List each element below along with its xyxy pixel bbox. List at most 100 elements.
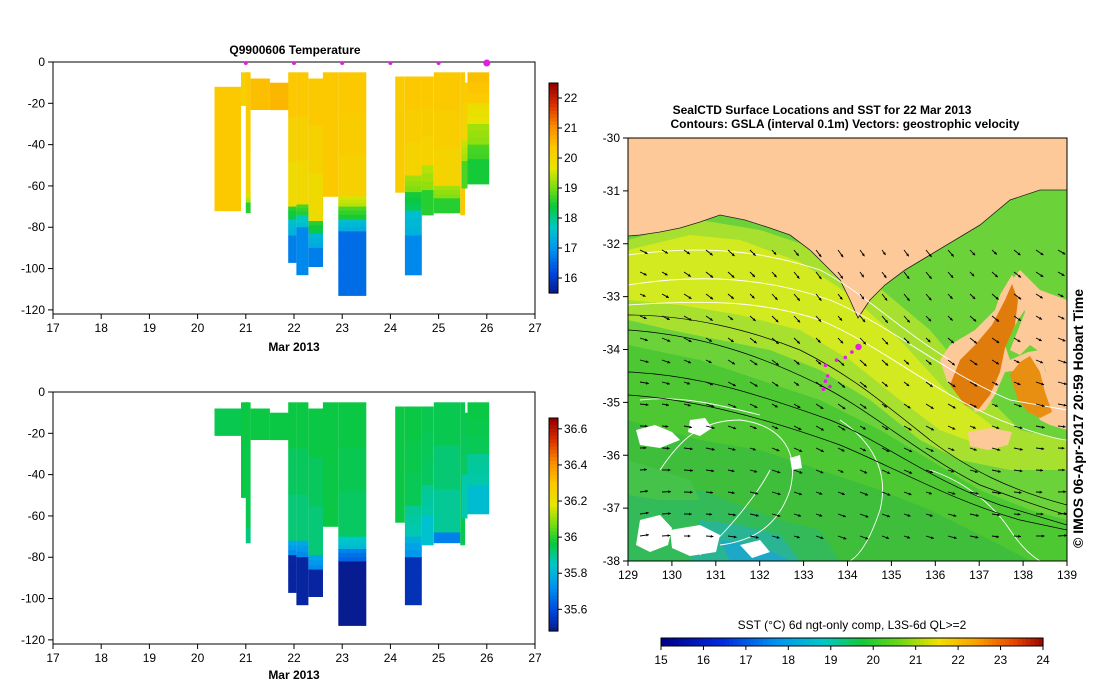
sst-colorbar-swatch: [924, 638, 929, 646]
colorbar-tick-label: 36.4: [564, 458, 588, 472]
sst-colorbar-swatch: [911, 638, 917, 646]
colorbar-swatch: [549, 478, 558, 483]
velocity-arrowhead: [731, 469, 735, 473]
colorbar-swatch: [549, 216, 558, 221]
colorbar-swatch: [549, 481, 558, 486]
velocity-arrowhead: [666, 403, 669, 407]
velocity-arrowhead: [928, 318, 931, 322]
x-tick-label: 24: [384, 321, 398, 335]
velocity-arrowhead: [972, 426, 976, 429]
profile-cell: [404, 142, 422, 177]
velocity-arrowhead: [951, 469, 955, 473]
velocity-arrowhead: [818, 254, 822, 257]
profile-cell: [322, 402, 339, 445]
colorbar-swatch: [549, 174, 558, 179]
sst-colorbar-swatch: [949, 638, 955, 646]
profile-cell: [338, 210, 367, 216]
x-tick-label: 18: [95, 321, 109, 335]
velocity-arrowhead: [865, 514, 869, 518]
colorbar-swatch: [549, 83, 558, 88]
profile-cell: [338, 491, 367, 538]
colorbar-swatch: [549, 592, 558, 597]
colorbar-swatch: [549, 226, 558, 231]
velocity-arrowhead: [1041, 447, 1045, 451]
velocity-arrowhead: [909, 449, 913, 453]
velocity-arrowhead: [861, 296, 865, 300]
velocity-arrowhead: [1063, 403, 1067, 407]
profile-cell: [433, 72, 461, 111]
velocity-arrowhead: [754, 469, 758, 473]
velocity-arrowhead: [730, 317, 733, 320]
velocity-arrowhead: [1041, 425, 1045, 429]
velocity-arrowhead: [974, 470, 978, 473]
map-y-tick-label: -35: [603, 395, 621, 409]
sst-colorbar-swatch: [779, 638, 785, 646]
profile-cell: [308, 238, 323, 244]
profile-cell: [308, 254, 323, 261]
velocity-arrowhead: [733, 513, 736, 517]
velocity-arrowhead: [755, 513, 759, 517]
velocity-arrowhead: [863, 341, 866, 345]
velocity-arrowhead: [732, 448, 736, 451]
velocity-arrowhead: [775, 383, 779, 387]
map-x-tick-label: 136: [925, 568, 945, 582]
velocity-arrowhead: [971, 273, 975, 277]
profile-cell: [241, 402, 249, 435]
profile-cell: [250, 418, 270, 430]
velocity-arrowhead: [887, 471, 891, 474]
profile-cell: [467, 110, 490, 118]
velocity-arrowhead: [952, 405, 956, 409]
velocity-arrowhead: [1019, 426, 1023, 429]
colorbar-swatch: [549, 279, 558, 284]
velocity-arrowhead: [885, 427, 889, 430]
colorbar-swatch: [549, 265, 558, 270]
sst-colorbar-swatch: [1000, 638, 1006, 646]
profile-cell: [241, 72, 249, 84]
surface-marker: [388, 61, 393, 65]
colorbar-tick-label: 20: [564, 151, 578, 165]
profile-cell: [296, 573, 309, 590]
colorbar-tick-label: 35.8: [564, 566, 588, 580]
y-tick-label: -120: [21, 633, 45, 647]
velocity-arrowhead: [709, 252, 713, 256]
velocity-arrowhead: [753, 340, 757, 344]
colorbar-swatch: [549, 510, 558, 515]
profile-cell: [245, 533, 251, 539]
colorbar-swatch: [549, 421, 558, 426]
sst-colorbar-tick-label: 21: [909, 653, 923, 667]
profile-cell: [338, 604, 367, 626]
profile-cell: [395, 153, 405, 193]
map-subtitle: Contours: GSLA (interval 0.1m) Vectors: …: [671, 117, 1020, 131]
velocity-arrowhead: [840, 254, 844, 258]
colorbar-swatch: [549, 167, 558, 172]
profile-cell: [467, 485, 490, 496]
velocity-arrowhead: [796, 252, 799, 256]
sst-colorbar-swatch: [716, 638, 721, 646]
velocity-arrowhead: [885, 319, 888, 323]
y-tick-label: -40: [28, 468, 46, 482]
y-tick-label: -60: [28, 509, 46, 523]
profile-cell: [245, 205, 251, 210]
profile-cell: [308, 243, 323, 249]
velocity-arrowhead: [887, 493, 891, 496]
profile-cell: [296, 551, 309, 558]
velocity-arrowhead: [906, 319, 910, 323]
seal-location-marker: [843, 355, 848, 360]
velocity-arrowhead: [645, 511, 649, 515]
velocity-arrowhead: [774, 297, 778, 300]
map-area: [628, 138, 1067, 561]
profile-cell: [288, 567, 297, 581]
profile-cell: [296, 211, 309, 216]
sst-colorbar-swatch: [669, 638, 675, 646]
colorbar-swatch: [549, 439, 558, 444]
sst-colorbar-swatch: [699, 638, 704, 646]
velocity-arrowhead: [906, 253, 909, 257]
x-tick-label: 26: [480, 651, 494, 665]
velocity-arrowhead: [1041, 534, 1045, 538]
velocity-arrowhead: [689, 447, 693, 451]
profile-cell: [433, 532, 461, 537]
velocity-arrowhead: [953, 514, 957, 517]
sst-colorbar-swatch: [1034, 638, 1040, 646]
profile-cell: [296, 402, 309, 449]
velocity-arrowhead: [1063, 360, 1067, 364]
